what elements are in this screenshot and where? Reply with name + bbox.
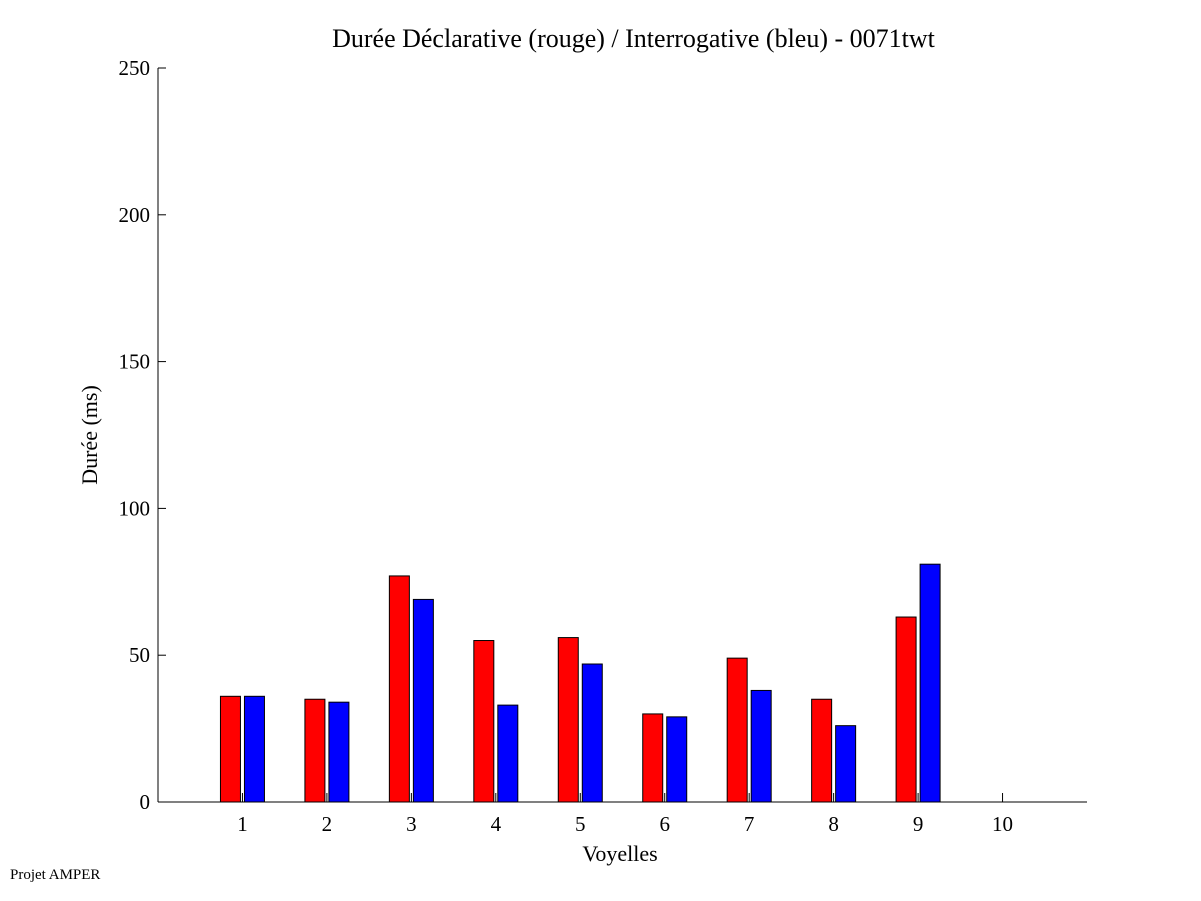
bar-series-2-cat-5	[581, 663, 603, 803]
bar-series-2-cat-8	[835, 725, 857, 803]
y-tick-label: 0	[140, 790, 151, 814]
bar-series-1-cat-7	[726, 657, 748, 803]
bar-series-1-cat-3	[388, 575, 410, 803]
y-tick-label: 50	[129, 643, 150, 667]
bar-series-2-cat-6	[666, 716, 688, 803]
bars	[219, 563, 941, 803]
bar-series-2-cat-1	[243, 695, 265, 803]
x-tick-label: 7	[744, 812, 755, 836]
bar-series-2-cat-2	[328, 701, 350, 803]
x-ticks: 1 2 3 4 5 6 7 8 9 10	[237, 793, 1013, 836]
y-tick-label: 250	[119, 56, 151, 80]
x-tick-label: 10	[992, 812, 1013, 836]
bar-series-1-cat-9	[895, 616, 917, 803]
y-ticks: 0 50 100 150 200 250	[119, 56, 166, 814]
y-axis-label: Durée (ms)	[77, 385, 102, 485]
x-axis-label: Voyelles	[582, 841, 657, 866]
chart-title: Durée Déclarative (rouge) / Interrogativ…	[332, 24, 936, 53]
bar-series-1-cat-4	[473, 640, 495, 803]
x-tick-label: 1	[237, 812, 248, 836]
x-tick-label: 5	[575, 812, 586, 836]
bar-series-2-cat-9	[919, 563, 941, 803]
x-tick-label: 4	[491, 812, 502, 836]
x-tick-label: 8	[828, 812, 839, 836]
axes	[157, 68, 1087, 803]
bar-series-1-cat-5	[557, 637, 579, 803]
x-tick-label: 2	[322, 812, 333, 836]
bar-series-2-cat-4	[497, 704, 519, 803]
y-tick-label: 200	[119, 203, 151, 227]
bar-series-2-cat-7	[750, 689, 772, 803]
x-tick-label: 9	[913, 812, 924, 836]
bar-series-1-cat-6	[642, 713, 664, 803]
bar-series-1-cat-1	[219, 695, 241, 803]
bar-series-2-cat-3	[412, 598, 434, 803]
x-tick-label: 6	[659, 812, 670, 836]
bar-series-1-cat-2	[304, 698, 326, 803]
x-tick-label: 3	[406, 812, 417, 836]
bar-series-1-cat-8	[811, 698, 833, 803]
footer-note: Projet AMPER	[10, 867, 100, 883]
y-tick-label: 150	[119, 350, 151, 374]
y-tick-label: 100	[119, 496, 151, 520]
